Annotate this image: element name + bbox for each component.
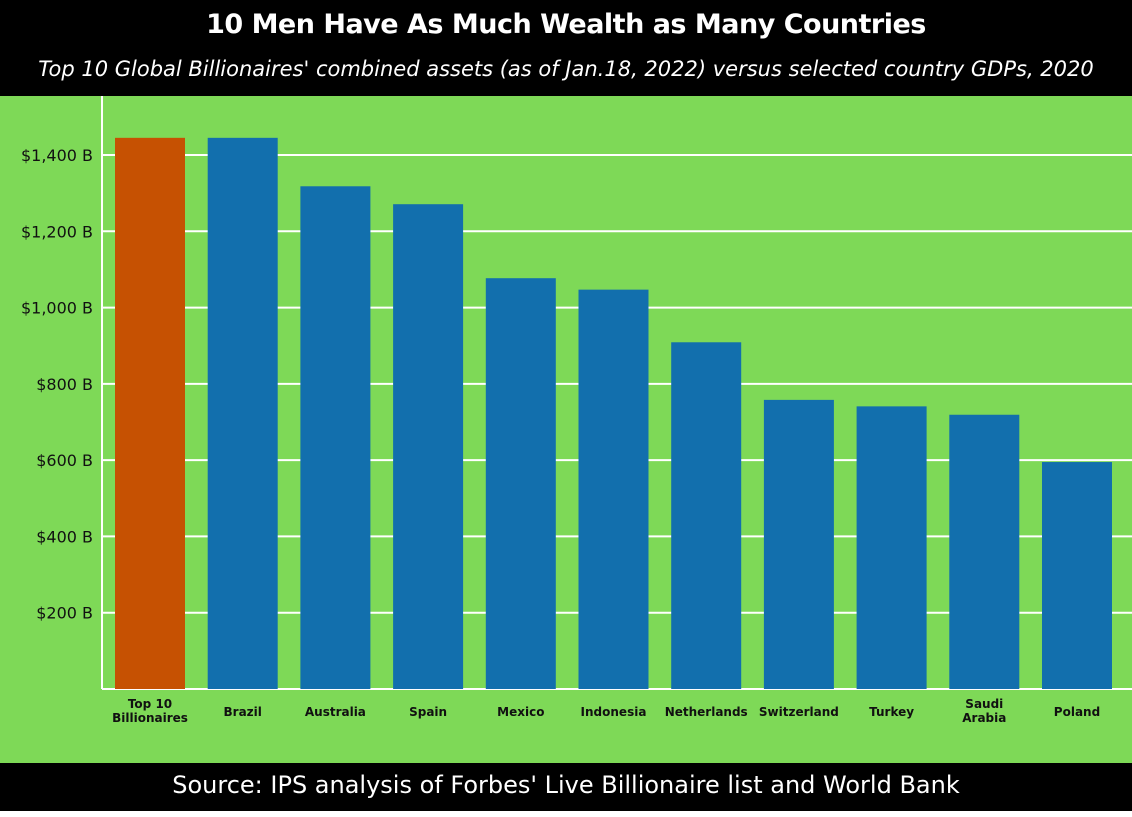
y-tick-label: $400 B <box>36 527 93 546</box>
y-tick-label: $1,400 B <box>21 146 93 165</box>
source-note: Source: IPS analysis of Forbes' Live Bil… <box>172 771 960 799</box>
bar <box>856 406 927 689</box>
x-tick-label: Switzerland <box>759 705 839 719</box>
chart-header: 10 Men Have As Much Wealth as Many Count… <box>0 0 1132 96</box>
bar <box>1042 462 1112 689</box>
bar <box>393 204 464 689</box>
x-tick-label: Turkey <box>869 705 914 719</box>
y-tick-label: $200 B <box>36 604 93 623</box>
bar <box>207 137 278 690</box>
bar-chart: $200 B $400 B $600 B $800 B $1,000 B $1,200 B… <box>21 96 1132 725</box>
bar <box>763 399 834 689</box>
x-tick-label: Mexico <box>497 705 544 719</box>
y-tick-label: $1,000 B <box>21 299 93 318</box>
chart-title: 10 Men Have As Much Wealth as Many Count… <box>206 9 926 40</box>
bar <box>949 414 1020 689</box>
x-tick-label: Saudi Arabia <box>962 697 1006 725</box>
plot-background <box>0 96 1132 763</box>
x-tick-label: Spain <box>409 705 447 719</box>
chart-footer: Source: IPS analysis of Forbes' Live Bil… <box>0 763 1132 811</box>
x-tick-label: Netherlands <box>665 705 748 719</box>
bar <box>578 289 649 689</box>
x-tick-label: Poland <box>1054 705 1100 719</box>
x-tick-label: Australia <box>305 705 366 719</box>
x-tick-label: Brazil <box>224 705 262 719</box>
bar <box>115 137 185 690</box>
bar <box>300 186 371 689</box>
bottom-strip <box>0 811 1132 817</box>
bar <box>671 342 742 689</box>
y-tick-label: $1,200 B <box>21 222 93 241</box>
x-tick-label: Top 10 Billionaires <box>112 697 188 725</box>
y-tick-label: $800 B <box>36 375 93 394</box>
y-tick-label: $600 B <box>36 451 93 470</box>
bar <box>485 278 556 689</box>
x-tick-label: Indonesia <box>581 705 647 719</box>
chart-subtitle: Top 10 Global Billionaires' combined ass… <box>38 57 1094 81</box>
